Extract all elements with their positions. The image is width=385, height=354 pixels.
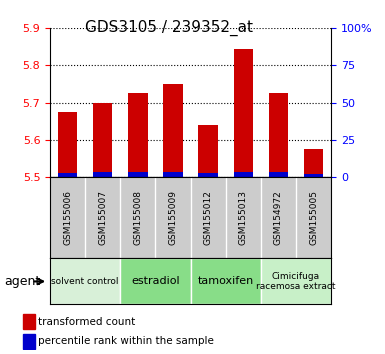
Bar bbox=[121, 258, 191, 304]
Bar bbox=[58, 112, 77, 177]
Bar bbox=[269, 172, 288, 177]
Bar bbox=[128, 172, 147, 177]
Text: GSM155008: GSM155008 bbox=[133, 190, 142, 245]
Text: percentile rank within the sample: percentile rank within the sample bbox=[38, 336, 214, 346]
Bar bbox=[234, 172, 253, 177]
Text: GSM155013: GSM155013 bbox=[239, 190, 248, 245]
Bar bbox=[50, 258, 121, 304]
Bar bbox=[93, 172, 112, 177]
Bar bbox=[234, 49, 253, 177]
Bar bbox=[58, 173, 77, 177]
Bar bbox=[23, 314, 35, 329]
Text: GDS3105 / 239352_at: GDS3105 / 239352_at bbox=[85, 19, 253, 36]
Text: GSM155012: GSM155012 bbox=[204, 190, 213, 245]
Text: tamoxifen: tamoxifen bbox=[198, 276, 254, 286]
Bar bbox=[269, 93, 288, 177]
Bar bbox=[304, 149, 323, 177]
Bar bbox=[191, 258, 261, 304]
Bar bbox=[163, 172, 182, 177]
Text: estradiol: estradiol bbox=[131, 276, 180, 286]
Text: agent: agent bbox=[4, 275, 40, 288]
Text: transformed count: transformed count bbox=[38, 316, 136, 327]
Bar bbox=[261, 258, 331, 304]
Bar bbox=[199, 125, 218, 177]
Text: GSM155009: GSM155009 bbox=[169, 190, 177, 245]
Bar bbox=[93, 103, 112, 177]
Text: GSM155007: GSM155007 bbox=[98, 190, 107, 245]
Bar bbox=[23, 334, 35, 348]
Bar bbox=[199, 172, 218, 177]
Text: GSM154972: GSM154972 bbox=[274, 190, 283, 245]
Bar bbox=[128, 93, 147, 177]
Text: solvent control: solvent control bbox=[52, 277, 119, 286]
Text: Cimicifuga
racemosa extract: Cimicifuga racemosa extract bbox=[256, 272, 336, 291]
Bar bbox=[163, 84, 182, 177]
Bar bbox=[304, 174, 323, 177]
Text: GSM155005: GSM155005 bbox=[309, 190, 318, 245]
Text: GSM155006: GSM155006 bbox=[63, 190, 72, 245]
